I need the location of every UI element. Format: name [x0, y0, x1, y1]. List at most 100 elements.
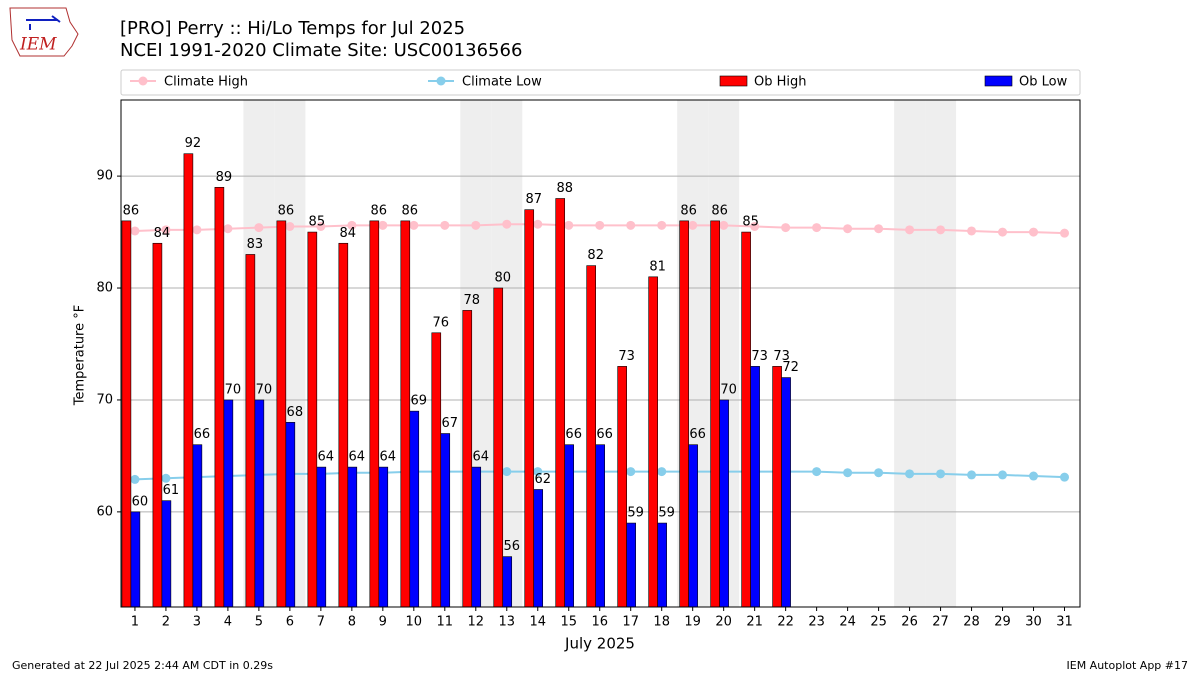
- bar: [192, 444, 203, 608]
- legend-swatch: [984, 75, 1013, 87]
- x-tick-label: 15: [560, 615, 577, 630]
- legend-box: [120, 69, 1081, 96]
- marker: [161, 225, 171, 235]
- data-label: 84: [154, 226, 171, 241]
- x-tick-label: 27: [932, 615, 949, 630]
- bar: [214, 186, 225, 608]
- legend-label: Climate High: [164, 75, 248, 90]
- bar: [121, 220, 132, 608]
- marker: [750, 221, 760, 231]
- data-label: 86: [278, 203, 295, 218]
- bar: [223, 399, 234, 608]
- x-tick-label: 25: [870, 615, 887, 630]
- marker: [595, 220, 605, 230]
- data-label: 86: [402, 203, 419, 218]
- bar: [245, 254, 256, 608]
- data-label: 86: [371, 203, 388, 218]
- legend-marker: [138, 76, 148, 86]
- marker: [502, 219, 512, 229]
- data-label: 66: [689, 427, 706, 442]
- marker: [874, 468, 884, 478]
- marker: [378, 220, 388, 230]
- bar: [772, 366, 782, 608]
- x-tick-label: 28: [963, 615, 980, 630]
- y-tick-label: 90: [96, 169, 113, 184]
- chart-subtitle: NCEI 1991-2020 Climate Site: USC00136566: [120, 40, 522, 61]
- marker: [843, 468, 853, 478]
- bar: [710, 220, 720, 608]
- data-label: 87: [525, 192, 542, 207]
- footer-left: Generated at 22 Jul 2025 2:44 AM CDT in …: [12, 659, 273, 672]
- data-label: 88: [556, 181, 573, 196]
- data-label: 76: [432, 315, 449, 330]
- data-label: 69: [410, 394, 427, 409]
- x-tick-label: 16: [591, 615, 608, 630]
- bar: [719, 399, 729, 608]
- marker: [130, 226, 140, 236]
- bar: [285, 422, 296, 608]
- logo-icon: [26, 15, 61, 30]
- bar: [152, 242, 163, 608]
- marker: [657, 467, 667, 477]
- bar: [493, 287, 504, 608]
- bar: [524, 209, 535, 608]
- data-label: 66: [596, 427, 613, 442]
- bar: [586, 265, 596, 608]
- footer-right: IEM Autoplot App #17: [1067, 659, 1189, 672]
- marker: [1029, 227, 1039, 237]
- y-tick-label: 70: [96, 392, 113, 407]
- data-label: 62: [534, 472, 551, 487]
- x-tick-label: 12: [468, 615, 485, 630]
- x-tick-label: 1: [131, 615, 139, 630]
- x-tick-label: 21: [746, 615, 763, 630]
- data-label: 70: [720, 382, 737, 397]
- legend-label: Climate Low: [462, 75, 542, 90]
- bar: [502, 556, 513, 608]
- y-tick-label: 60: [96, 504, 113, 519]
- bar: [741, 231, 751, 608]
- marker: [626, 220, 636, 230]
- bar: [400, 220, 411, 608]
- data-label: 60: [132, 494, 149, 509]
- chart-title: [PRO] Perry :: Hi/Lo Temps for Jul 2025: [120, 18, 465, 39]
- data-label: 84: [340, 226, 357, 241]
- x-tick-label: 4: [224, 615, 232, 630]
- data-label: 61: [163, 483, 180, 498]
- data-label: 64: [349, 450, 366, 465]
- marker: [626, 467, 636, 477]
- weekend-shade: [894, 100, 926, 607]
- plot-frame: [120, 99, 1081, 608]
- bar: [276, 220, 287, 608]
- weekend-shade: [925, 100, 957, 607]
- x-tick-label: 18: [653, 615, 670, 630]
- data-label: 86: [680, 203, 697, 218]
- data-label: 86: [711, 203, 728, 218]
- bar: [781, 377, 791, 608]
- marker: [254, 223, 264, 233]
- bar: [378, 466, 389, 608]
- x-tick-label: 9: [379, 615, 387, 630]
- bar: [750, 366, 760, 608]
- marker: [285, 221, 295, 231]
- marker: [657, 220, 667, 230]
- x-axis-label: July 2025: [564, 635, 635, 653]
- marker: [564, 220, 574, 230]
- bar: [657, 522, 667, 608]
- bar: [533, 489, 544, 608]
- marker: [471, 220, 481, 230]
- marker: [905, 225, 915, 235]
- x-tick-label: 13: [498, 615, 515, 630]
- marker: [223, 224, 233, 234]
- x-tick-label: 26: [901, 615, 918, 630]
- bar: [555, 198, 566, 608]
- legend-swatch: [719, 75, 748, 87]
- bar: [462, 310, 473, 608]
- x-tick-label: 19: [684, 615, 701, 630]
- data-label: 82: [587, 248, 604, 263]
- data-label: 73: [773, 349, 790, 364]
- data-label: 56: [503, 539, 520, 554]
- data-label: 83: [247, 237, 264, 252]
- marker: [781, 223, 791, 233]
- x-tick-label: 6: [286, 615, 294, 630]
- bar: [316, 466, 327, 608]
